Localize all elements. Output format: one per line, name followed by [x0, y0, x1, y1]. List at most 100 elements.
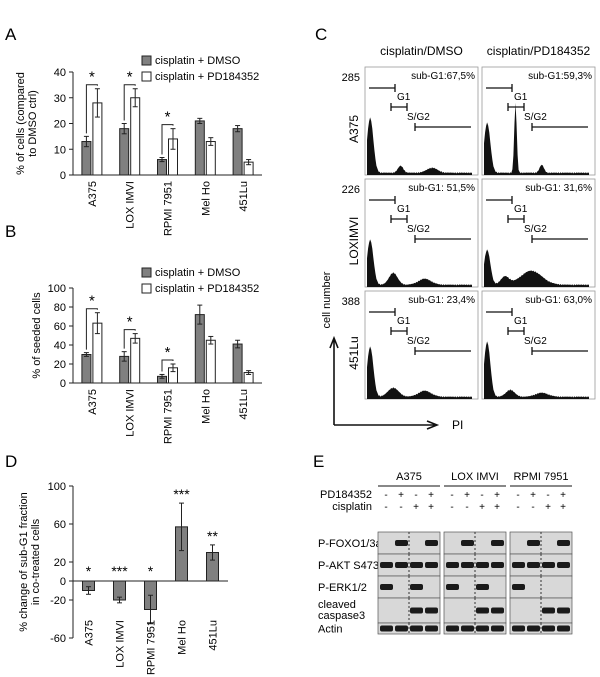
subg1-gate [486, 308, 513, 316]
legend-swatch [141, 283, 152, 294]
g1-gate [507, 327, 525, 335]
blot-band [461, 625, 474, 632]
sg2-gate [414, 347, 471, 355]
subg1-percentage: sub-G1:67,5% [411, 71, 475, 82]
facs-y-axis-label: cell number [321, 271, 333, 328]
bar [194, 120, 205, 176]
panel-label-e: E [313, 452, 324, 471]
treatment-sign: + [545, 502, 551, 513]
blot-band [380, 562, 393, 568]
panel-label-d: D [5, 452, 17, 471]
y-tick-label: -20 [50, 595, 66, 607]
panel-label-c: C [315, 25, 327, 44]
category-label: Mel Ho [200, 181, 212, 216]
chart-b: 0 20 40 60 80 100 % of seeded cells A375 LOX IMV… [31, 267, 262, 444]
facs-panel: cisplatin/DMSO cisplatin/PD184352 285 A375 s… [321, 44, 596, 432]
treatment-sign: - [480, 490, 483, 501]
blot-band [557, 562, 570, 568]
legend-swatch [141, 71, 152, 82]
facs-cell-line-label: 451Lu [347, 336, 361, 369]
subg1-percentage: sub-G1: 63,0% [525, 295, 592, 306]
blot-band [527, 562, 540, 568]
treatment-sign: + [413, 502, 419, 513]
category-label: LOX IMVI [125, 389, 137, 437]
blot-band [461, 562, 474, 568]
blot-band [461, 540, 474, 546]
sg2-gate [414, 123, 471, 131]
blot-cell-line-label: LOX IMVI [451, 471, 499, 483]
category-label: LOX IMVI [125, 181, 137, 229]
category-label: A375 [87, 389, 99, 415]
significance-star: * [89, 69, 95, 86]
y-axis-label: to DMSO ctrl) [27, 90, 39, 157]
significance-star: * [127, 314, 133, 331]
legend-label: cisplatin + PD184352 [155, 71, 259, 83]
protein-label: P-AKT S473 [318, 560, 379, 572]
treatment-sign: - [546, 490, 549, 501]
category-label: A375 [87, 181, 99, 207]
legend-label: cisplatin + DMSO [155, 55, 241, 67]
blot-band [476, 562, 489, 568]
blot-band [410, 584, 423, 590]
g1-label: G1 [514, 316, 528, 327]
category-label: Mel Ho [177, 620, 189, 655]
sg2-label: S/G2 [407, 224, 430, 235]
x-axis-arrow [334, 420, 440, 430]
histogram [484, 249, 589, 287]
significance-bracket [85, 84, 98, 134]
histogram-frame [481, 178, 596, 288]
bar [232, 343, 243, 384]
bar [205, 339, 216, 384]
blot-band [395, 625, 408, 632]
category-label: RPMI 7951 [146, 620, 158, 675]
blot-band [425, 625, 438, 632]
treatment-sign: + [428, 502, 434, 513]
treatment-sign: + [398, 490, 404, 501]
legend-swatch [141, 55, 152, 66]
treatment-sign: - [384, 502, 387, 513]
chart-d: -60 -20 0 20 60 100 % change of sub-G1 fractio… [18, 481, 228, 675]
blot-band [491, 562, 504, 568]
g1-gate [390, 215, 408, 223]
facs-x-axis-label: PI [452, 418, 463, 432]
significance-bracket [85, 308, 98, 350]
facs-max-count: 226 [342, 184, 360, 196]
significance-bracket [161, 359, 174, 372]
protein-label: Actin [318, 624, 342, 636]
category-label: LOX IMVI [115, 620, 127, 668]
y-tick-label: 0 [60, 378, 66, 390]
treatment-sign: + [530, 490, 536, 501]
category-label: A375 [84, 620, 96, 646]
significance-bracket [123, 329, 136, 349]
subg1-gate [369, 308, 396, 316]
sg2-label: S/G2 [524, 336, 547, 347]
blot-band [557, 607, 570, 614]
g1-label: G1 [514, 92, 528, 103]
histogram [484, 341, 589, 399]
y-axis-label: % of seeded cells [31, 292, 43, 379]
facs-max-count: 285 [342, 72, 360, 84]
panel-label-a: A [5, 25, 17, 44]
blot-band [425, 607, 438, 614]
blot-band [542, 607, 555, 614]
y-axis-arrow [329, 335, 339, 425]
treatment-sign: - [450, 490, 453, 501]
y-tick-label: 20 [54, 119, 66, 131]
histogram [367, 346, 472, 399]
blot-cell-line-label: A375 [396, 471, 422, 483]
g1-gate [507, 103, 525, 111]
g1-gate [390, 103, 408, 111]
histogram [367, 117, 472, 175]
blot-band [542, 625, 555, 632]
treatment-sign: - [465, 502, 468, 513]
blot-band [410, 607, 423, 614]
subg1-percentage: sub-G1: 23,4% [408, 295, 475, 306]
histogram [367, 239, 472, 287]
blot-band [425, 562, 438, 568]
g1-label: G1 [397, 204, 411, 215]
significance-bracket [123, 84, 136, 121]
protein-label: P-FOXO1/3a [318, 538, 382, 550]
blot-band [380, 625, 393, 632]
facs-max-count: 388 [342, 296, 360, 308]
legend-label: cisplatin + DMSO [155, 267, 241, 279]
